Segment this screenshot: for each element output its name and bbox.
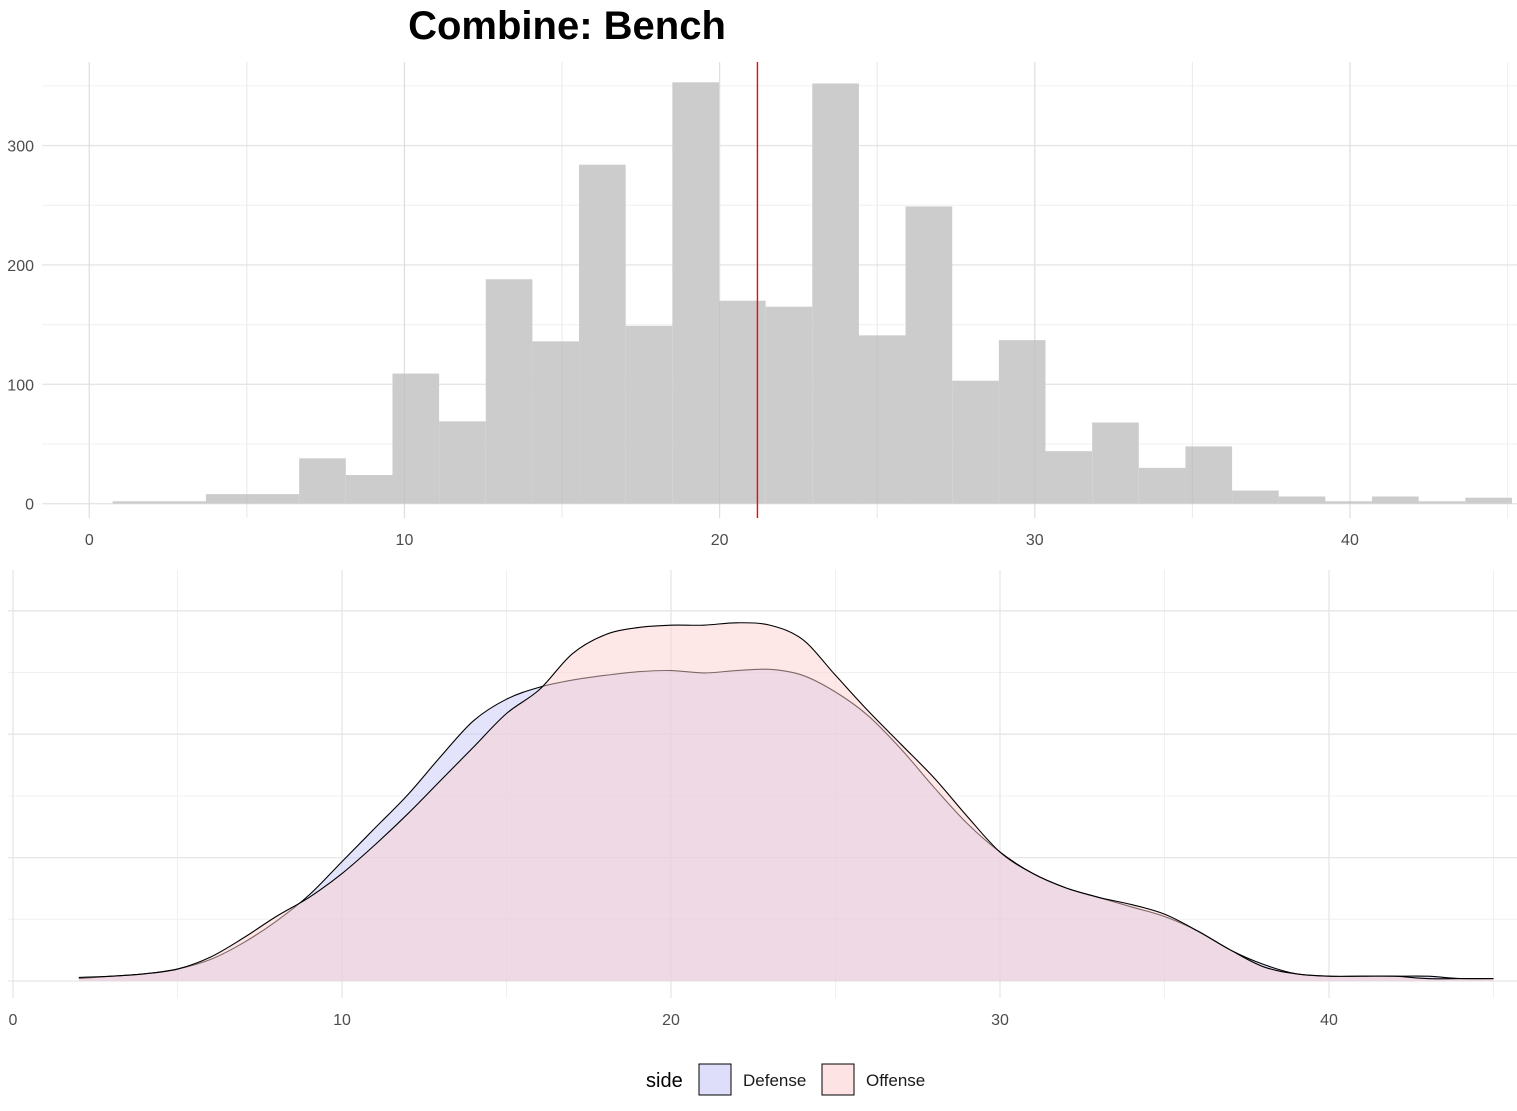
histogram-bar bbox=[252, 494, 300, 504]
x-tick-label: 30 bbox=[991, 1012, 1009, 1029]
legend-key-offense bbox=[821, 1063, 855, 1096]
y-tick-label: 0 bbox=[25, 497, 34, 514]
x-tick-label: 10 bbox=[333, 1012, 351, 1029]
histogram-bar bbox=[345, 475, 393, 504]
histogram-bar bbox=[112, 501, 160, 504]
histogram-bar bbox=[1325, 501, 1373, 504]
legend-title: side bbox=[646, 1070, 683, 1092]
histogram-bar bbox=[998, 340, 1046, 504]
histogram-bar bbox=[1092, 422, 1139, 504]
density-area-offense bbox=[78, 622, 1494, 981]
histogram-bar bbox=[159, 501, 206, 504]
y-tick-label: 300 bbox=[7, 139, 34, 156]
chart-title: Combine: Bench bbox=[408, 4, 726, 48]
histogram-bar bbox=[392, 373, 440, 504]
histogram-bar bbox=[1045, 451, 1093, 504]
histogram-bar bbox=[485, 279, 533, 504]
histogram-bar bbox=[1418, 501, 1466, 504]
x-tick-label: 0 bbox=[85, 532, 94, 549]
x-tick-label: 40 bbox=[1341, 532, 1359, 549]
density-panel: 0 10 20 30 40 bbox=[8, 570, 1517, 1029]
histogram-bar bbox=[1138, 467, 1186, 504]
y-tick-label: 200 bbox=[7, 258, 34, 275]
histogram-bar bbox=[1232, 490, 1279, 504]
histogram-bar bbox=[952, 380, 999, 504]
histogram-bar bbox=[205, 494, 253, 504]
histogram-bar bbox=[439, 421, 486, 504]
x-tick-label: 40 bbox=[1320, 1012, 1338, 1029]
legend: side Defense Offense bbox=[646, 1063, 925, 1096]
x-tick-label: 0 bbox=[9, 1012, 18, 1029]
x-tick-label: 20 bbox=[662, 1012, 680, 1029]
y-tick-label: 100 bbox=[7, 377, 34, 394]
histogram-bar bbox=[858, 335, 906, 504]
histogram-panel: 0 10 20 30 40 0 100 200 300 bbox=[7, 62, 1517, 549]
legend-key-defense bbox=[698, 1063, 732, 1096]
histogram-bar bbox=[812, 83, 859, 504]
histogram-bar bbox=[1465, 497, 1512, 504]
density-outline-offense bbox=[78, 622, 1494, 980]
x-tick-label: 10 bbox=[396, 532, 414, 549]
legend-label-offense: Offense bbox=[866, 1071, 925, 1090]
histogram-bar bbox=[579, 164, 626, 504]
legend-label-defense: Defense bbox=[743, 1071, 806, 1090]
histogram-bar bbox=[905, 206, 953, 504]
histogram-bar bbox=[299, 458, 346, 504]
histogram-bar bbox=[672, 82, 719, 504]
histogram-bar bbox=[1372, 496, 1419, 504]
x-tick-label: 30 bbox=[1026, 532, 1044, 549]
histogram-bar bbox=[625, 325, 673, 504]
histogram-bar bbox=[765, 306, 813, 504]
histogram-bar bbox=[1278, 496, 1326, 504]
histogram-bar bbox=[532, 341, 580, 504]
histogram-bar bbox=[718, 300, 766, 504]
x-tick-label: 20 bbox=[711, 532, 729, 549]
histogram-bar bbox=[1185, 446, 1233, 504]
